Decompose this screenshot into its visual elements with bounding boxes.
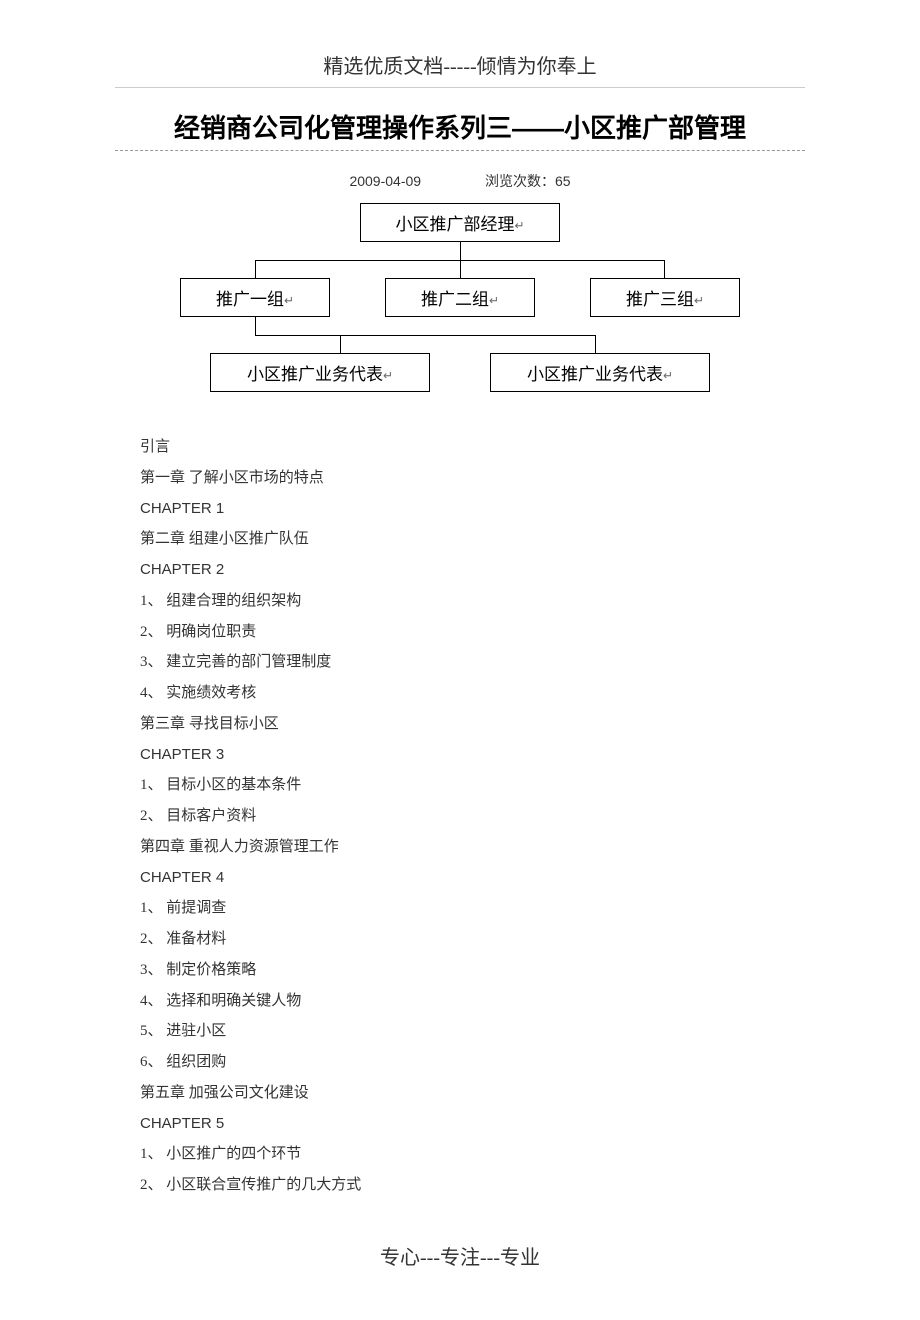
toc-line: 1、 目标小区的基本条件 bbox=[140, 770, 780, 801]
footer-tagline: 专心---专注---专业 bbox=[0, 1241, 920, 1270]
toc-line: 3、 制定价格策略 bbox=[140, 955, 780, 986]
return-icon: ↵ bbox=[383, 369, 393, 383]
toc-line: CHAPTER 4 bbox=[140, 863, 780, 894]
toc-line: 3、 建立完善的部门管理制度 bbox=[140, 647, 780, 678]
toc-line: 第五章 加强公司文化建设 bbox=[140, 1078, 780, 1109]
toc-line: CHAPTER 5 bbox=[140, 1109, 780, 1140]
page-title: 经销商公司化管理操作系列三——小区推广部管理 bbox=[0, 108, 920, 145]
toc-line: CHAPTER 2 bbox=[140, 555, 780, 586]
org-node-group1-label: 推广一组 bbox=[216, 290, 284, 309]
return-icon: ↵ bbox=[514, 219, 524, 233]
connector-stub bbox=[460, 260, 461, 278]
connector-vertical bbox=[460, 242, 461, 260]
toc-line: 4、 实施绩效考核 bbox=[140, 678, 780, 709]
header-tagline: 精选优质文档-----倾情为你奉上 bbox=[0, 50, 920, 79]
connector-stub bbox=[255, 317, 256, 335]
toc-line: 4、 选择和明确关键人物 bbox=[140, 986, 780, 1017]
meta-line: 2009-04-09 浏览次数：65 bbox=[0, 171, 920, 191]
toc-line: 5、 进驻小区 bbox=[140, 1016, 780, 1047]
toc-content: 引言第一章 了解小区市场的特点CHAPTER 1第二章 组建小区推广队伍CHAP… bbox=[140, 432, 780, 1201]
toc-line: 2、 明确岗位职责 bbox=[140, 617, 780, 648]
org-node-rep2-label: 小区推广业务代表 bbox=[527, 365, 663, 384]
org-node-manager-label: 小区推广部经理 bbox=[395, 215, 514, 234]
connector-set-2 bbox=[180, 317, 740, 353]
connector-stub bbox=[595, 335, 596, 353]
toc-line: 2、 准备材料 bbox=[140, 924, 780, 955]
org-node-group2-label: 推广二组 bbox=[421, 290, 489, 309]
toc-line: CHAPTER 1 bbox=[140, 494, 780, 525]
toc-line: 引言 bbox=[140, 432, 780, 463]
toc-line: CHAPTER 3 bbox=[140, 740, 780, 771]
return-icon: ↵ bbox=[284, 294, 294, 308]
toc-line: 第三章 寻找目标小区 bbox=[140, 709, 780, 740]
toc-line: 1、 组建合理的组织架构 bbox=[140, 586, 780, 617]
header-underline bbox=[115, 87, 805, 88]
meta-date: 2009-04-09 bbox=[349, 173, 421, 189]
org-middle-row: 推广一组↵ 推广二组↵ 推广三组↵ bbox=[180, 278, 740, 317]
connector-stub bbox=[255, 260, 256, 278]
meta-views-label: 浏览次数： bbox=[485, 173, 555, 189]
org-bottom-row: 小区推广业务代表↵ 小区推广业务代表↵ bbox=[180, 353, 740, 392]
org-node-group2: 推广二组↵ bbox=[385, 278, 535, 317]
org-node-rep1-label: 小区推广业务代表 bbox=[247, 365, 383, 384]
meta-views-count: 65 bbox=[555, 173, 571, 189]
toc-line: 6、 组织团购 bbox=[140, 1047, 780, 1078]
connector-stub bbox=[664, 260, 665, 278]
org-node-group3-label: 推广三组 bbox=[626, 290, 694, 309]
title-underline bbox=[115, 150, 805, 151]
return-icon: ↵ bbox=[663, 369, 673, 383]
toc-line: 第二章 组建小区推广队伍 bbox=[140, 524, 780, 555]
toc-line: 1、 小区推广的四个环节 bbox=[140, 1139, 780, 1170]
toc-line: 第一章 了解小区市场的特点 bbox=[140, 463, 780, 494]
org-node-group3: 推广三组↵ bbox=[590, 278, 740, 317]
org-node-rep2: 小区推广业务代表↵ bbox=[490, 353, 710, 392]
toc-line: 第四章 重视人力资源管理工作 bbox=[140, 832, 780, 863]
connector-stub bbox=[340, 335, 341, 353]
toc-line: 1、 前提调查 bbox=[140, 893, 780, 924]
connector-horizontal bbox=[255, 335, 595, 336]
org-node-group1: 推广一组↵ bbox=[180, 278, 330, 317]
org-node-manager: 小区推广部经理↵ bbox=[360, 203, 560, 242]
return-icon: ↵ bbox=[489, 294, 499, 308]
org-chart: 小区推广部经理↵ 推广一组↵ 推广二组↵ 推广三组↵ 小区推广业务代表↵ 小区推… bbox=[180, 203, 740, 392]
return-icon: ↵ bbox=[694, 294, 704, 308]
connector-set-1 bbox=[180, 260, 740, 278]
org-node-rep1: 小区推广业务代表↵ bbox=[210, 353, 430, 392]
toc-line: 2、 目标客户资料 bbox=[140, 801, 780, 832]
toc-line: 2、 小区联合宣传推广的几大方式 bbox=[140, 1170, 780, 1201]
